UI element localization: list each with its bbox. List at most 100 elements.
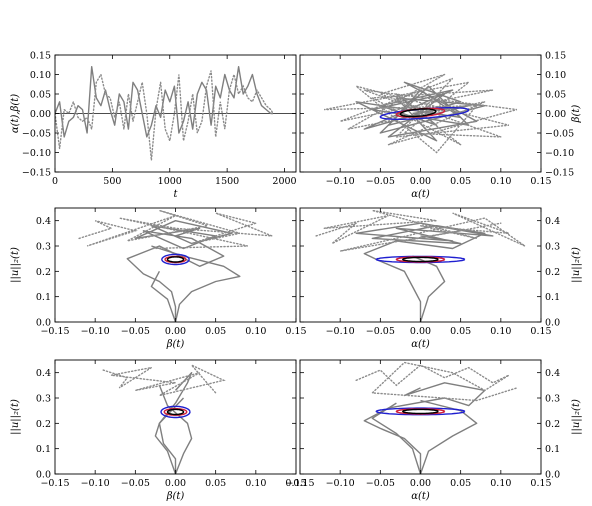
y-axis-label: ||u||₂(t) [571, 247, 582, 283]
x-tick-label: −0.05 [121, 326, 150, 337]
y-axis-label: ||u||₂(t) [571, 399, 582, 435]
y-tick-label: 0.05 [545, 90, 566, 101]
y-tick-label: 0.1 [545, 444, 560, 455]
y-tick-label: 0.4 [545, 368, 560, 379]
x-tick-label: −0.05 [366, 478, 395, 489]
x-tick-label: −0.10 [326, 478, 355, 489]
x-tick-label: −0.10 [81, 478, 110, 489]
panel-ts: 0 500 1000 1500 2000 −0.15 −0.10 −0.05 0.00 0.05 0… [10, 51, 297, 201]
plot-area [102, 364, 226, 474]
x-tick-label: 0.15 [285, 478, 306, 489]
series-solid-0 [55, 65, 273, 138]
x-tick-label: 0.15 [530, 326, 551, 337]
series-solid-2 [150, 270, 177, 322]
x-tick-label: 0.10 [245, 326, 266, 337]
series-dotted-3 [78, 209, 273, 250]
periodic-orbit-0 [379, 106, 470, 121]
x-tick-label: −0.05 [121, 478, 150, 489]
y-tick-label: 0.3 [36, 242, 51, 253]
plot-area [78, 209, 273, 322]
y-tick-label: 0.3 [36, 394, 51, 405]
x-tick-label: 0 [52, 176, 58, 187]
y-tick-label: 0.1 [36, 292, 51, 303]
y-tick-label: −0.05 [545, 129, 574, 140]
x-tick-label: 0.05 [205, 326, 226, 337]
x-tick-label: −0.15 [40, 326, 69, 337]
x-tick-label: −0.10 [326, 326, 355, 337]
periodic-orbit-2 [401, 256, 439, 263]
periodic-orbit-2 [399, 108, 437, 118]
x-tick-label: −0.15 [285, 478, 314, 489]
periodic-orbit-2 [401, 408, 439, 415]
x-tick-label: −0.10 [81, 326, 110, 337]
periodic-orbit-2 [166, 408, 185, 416]
y-tick-label: 0.0 [36, 318, 51, 329]
x-tick-label: 0.10 [490, 176, 511, 187]
series-solid-0 [355, 81, 486, 142]
x-axis-label: α(t) [411, 339, 430, 350]
x-tick-label: 0.00 [410, 176, 431, 187]
x-tick-label: −0.15 [40, 478, 69, 489]
plot-area [55, 65, 296, 161]
y-tick-label: 0.1 [545, 292, 560, 303]
series-solid-1 [412, 255, 446, 322]
x-tick-label: 0.15 [285, 326, 306, 337]
x-axis-label: α(t) [411, 189, 430, 200]
y-tick-label: −0.10 [22, 148, 51, 159]
x-tick-label: −0.05 [366, 176, 395, 187]
y-axis-label: ||u||₂(t) [10, 399, 21, 435]
y-tick-label: 0.15 [30, 51, 51, 62]
x-tick-label: 0.15 [530, 176, 551, 187]
y-tick-label: 0.2 [545, 267, 560, 278]
x-tick-label: 0.10 [245, 478, 266, 489]
y-tick-label: 0.0 [545, 470, 560, 481]
y-tick-label: 0.0 [545, 318, 560, 329]
panel-ab: −0.10 −0.05 0.00 0.05 0.10 0.15−0.15−0.10−0.0… [299, 51, 582, 200]
y-tick-label: 0.3 [545, 394, 560, 405]
y-tick-label: 0.0 [36, 470, 51, 481]
y-tick-label: 0.2 [545, 419, 560, 430]
x-tick-label: 0.10 [490, 478, 511, 489]
x-tick-label: −0.10 [326, 176, 355, 187]
series-dotted-3 [355, 361, 518, 402]
y-tick-label: 0.10 [30, 70, 51, 81]
series-solid-1 [419, 399, 478, 474]
x-tick-label: 0.00 [410, 326, 431, 337]
plot-area [323, 73, 518, 154]
y-tick-label: −0.10 [545, 148, 574, 159]
y-axis-label: β(t) [571, 105, 582, 124]
panel-bu2: −0.15 −0.10 −0.05 0.00 0.05 0.10 0.15 0.0 0.1 0.2… [10, 359, 307, 502]
x-tick-label: 0.05 [450, 326, 471, 337]
series-solid-1 [151, 245, 241, 322]
x-tick-label: 0.00 [410, 478, 431, 489]
y-axis-label: ||u||₂(t) [10, 247, 21, 283]
x-axis-label: β(t) [166, 339, 185, 350]
y-tick-label: 0.10 [545, 70, 566, 81]
plot-area [355, 361, 518, 474]
x-tick-label: 2000 [272, 176, 296, 187]
y-tick-label: 0.4 [36, 216, 51, 227]
periodic-orbit-1 [163, 407, 188, 416]
x-tick-label: 0.00 [165, 478, 186, 489]
y-tick-label: −0.15 [22, 168, 51, 179]
y-tick-label: 0.2 [36, 267, 51, 278]
x-tick-label: 0.10 [490, 326, 511, 337]
series-dotted-1 [323, 73, 518, 154]
panel-au1: −0.10 −0.05 0.00 0.05 0.10 0.150.0 0.1 0.2 0.3 0.… [299, 207, 582, 350]
y-tick-label: 0.15 [545, 51, 566, 62]
x-tick-label: 0.05 [450, 176, 471, 187]
y-tick-label: −0.15 [545, 168, 574, 179]
y-tick-label: 0.00 [545, 109, 566, 120]
series-solid-0 [363, 382, 486, 474]
x-axis-label: α(t) [411, 491, 430, 502]
series-dotted-2 [315, 209, 526, 252]
y-tick-label: 0.4 [36, 368, 51, 379]
y-tick-label: 0.3 [545, 242, 560, 253]
x-tick-label: 0.05 [450, 478, 471, 489]
x-tick-label: −0.05 [366, 326, 395, 337]
plot-area [315, 209, 526, 322]
x-tick-label: 0.05 [205, 478, 226, 489]
series-dotted-3 [102, 364, 226, 397]
x-tick-label: 500 [103, 176, 121, 187]
